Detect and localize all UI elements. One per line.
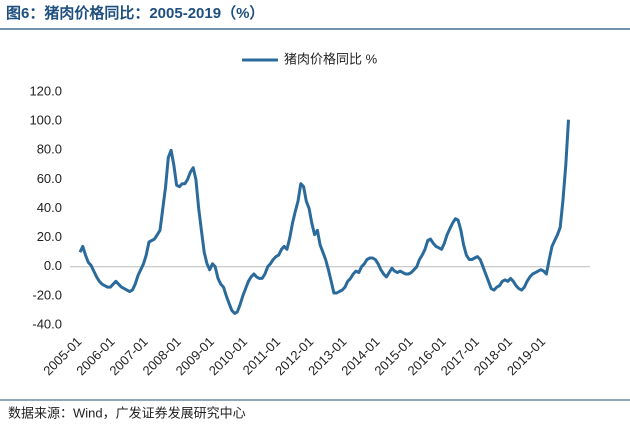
source-note: 数据来源：Wind，广发证券发展研究中心 [8,405,246,420]
y-tick-label: 20.0 [37,229,62,244]
y-tick-label: 80.0 [37,142,62,157]
y-tick-label: 60.0 [37,171,62,186]
legend-label: 猪肉价格同比 % [284,51,378,66]
data-line [78,119,570,315]
y-tick-label: 100.0 [29,113,62,128]
y-tick-label: -20.0 [32,287,62,302]
y-tick-label: 40.0 [37,200,62,215]
y-tick-label: -40.0 [32,316,62,331]
y-tick-label: 0.0 [44,258,62,273]
chart-title: 图6：猪肉价格同比：2005-2019（%） [6,4,264,22]
y-tick-label: 120.0 [29,83,62,98]
